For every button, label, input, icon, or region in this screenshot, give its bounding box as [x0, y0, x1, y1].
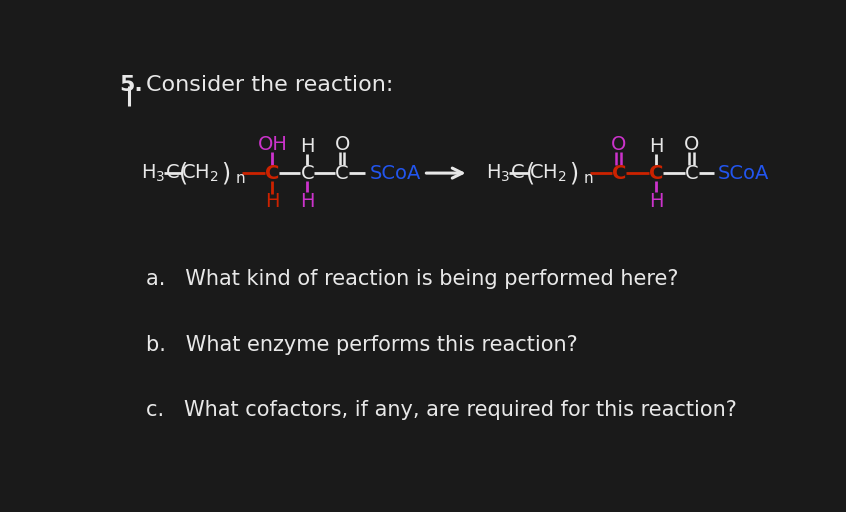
Text: (: ( [179, 161, 188, 185]
Text: C: C [265, 164, 279, 183]
Text: 5.: 5. [119, 75, 144, 95]
Text: H: H [265, 192, 280, 211]
Text: H$_3$C: H$_3$C [486, 162, 525, 184]
Text: H: H [649, 192, 663, 211]
Text: (: ( [526, 161, 535, 185]
Text: c.   What cofactors, if any, are required for this reaction?: c. What cofactors, if any, are required … [146, 400, 737, 420]
Text: H: H [649, 137, 663, 156]
Text: Consider the reaction:: Consider the reaction: [146, 75, 393, 95]
Text: O: O [684, 135, 700, 154]
Text: n: n [236, 171, 245, 186]
Text: n: n [584, 171, 594, 186]
Text: SCoA: SCoA [718, 164, 769, 183]
Text: C: C [300, 164, 314, 183]
Text: C: C [612, 164, 626, 183]
Text: ): ) [222, 161, 230, 185]
Text: CH$_2$: CH$_2$ [181, 162, 219, 184]
Text: H: H [300, 192, 315, 211]
Text: b.   What enzyme performs this reaction?: b. What enzyme performs this reaction? [146, 335, 578, 355]
Text: a.   What kind of reaction is being performed here?: a. What kind of reaction is being perfor… [146, 269, 678, 289]
Text: SCoA: SCoA [369, 164, 420, 183]
Text: C: C [685, 164, 699, 183]
Text: O: O [611, 135, 627, 154]
Text: OH: OH [257, 135, 288, 154]
Text: O: O [334, 135, 349, 154]
Text: ): ) [569, 161, 579, 185]
Text: H$_3$C: H$_3$C [140, 162, 179, 184]
Text: C: C [649, 164, 663, 183]
Text: CH$_2$: CH$_2$ [529, 162, 566, 184]
Text: H: H [300, 137, 315, 156]
Text: C: C [335, 164, 349, 183]
